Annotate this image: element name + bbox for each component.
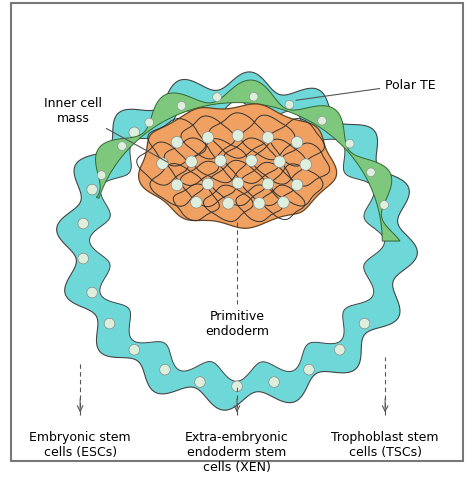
Circle shape [262, 179, 274, 191]
Circle shape [334, 345, 345, 355]
Circle shape [222, 198, 234, 210]
Text: Embryonic stem
cells (ESCs): Embryonic stem cells (ESCs) [29, 430, 131, 458]
Circle shape [269, 377, 279, 387]
Circle shape [232, 178, 244, 190]
Circle shape [78, 254, 89, 264]
Circle shape [171, 180, 183, 192]
Circle shape [118, 143, 127, 151]
Circle shape [278, 197, 289, 209]
Circle shape [274, 156, 285, 168]
Circle shape [262, 132, 274, 144]
Polygon shape [138, 105, 337, 229]
Circle shape [156, 158, 168, 170]
Polygon shape [57, 73, 417, 410]
Circle shape [232, 381, 242, 392]
Circle shape [285, 101, 294, 110]
Circle shape [78, 219, 89, 229]
Circle shape [246, 156, 257, 167]
Circle shape [202, 132, 214, 144]
Circle shape [87, 185, 98, 195]
Circle shape [129, 345, 140, 355]
Circle shape [215, 156, 227, 167]
Circle shape [160, 365, 170, 375]
Circle shape [366, 168, 375, 177]
Circle shape [291, 137, 303, 149]
Circle shape [129, 128, 140, 138]
Circle shape [254, 198, 265, 210]
Polygon shape [90, 102, 384, 382]
Circle shape [318, 117, 327, 126]
Circle shape [104, 154, 115, 165]
Circle shape [304, 365, 314, 375]
Circle shape [104, 319, 115, 329]
Circle shape [171, 137, 183, 149]
Circle shape [249, 93, 258, 102]
Circle shape [359, 319, 370, 329]
Text: Extra-embryonic
endoderm stem
cells (XEN): Extra-embryonic endoderm stem cells (XEN… [185, 430, 289, 473]
Circle shape [232, 131, 244, 142]
Circle shape [213, 94, 221, 102]
Circle shape [186, 156, 197, 168]
Text: Polar TE: Polar TE [296, 79, 436, 101]
Circle shape [97, 171, 106, 180]
Circle shape [300, 159, 311, 171]
Text: Primitive
endoderm: Primitive endoderm [205, 309, 269, 337]
Circle shape [195, 377, 205, 387]
Circle shape [346, 140, 354, 149]
Circle shape [291, 180, 303, 192]
Text: Inner cell
mass: Inner cell mass [45, 97, 168, 163]
Circle shape [177, 102, 186, 111]
Circle shape [380, 201, 389, 210]
Text: Trophoblast stem
cells (TSCs): Trophoblast stem cells (TSCs) [331, 430, 439, 458]
Circle shape [191, 197, 202, 209]
Circle shape [202, 179, 214, 191]
Circle shape [145, 119, 154, 128]
Circle shape [87, 288, 98, 298]
Polygon shape [96, 81, 400, 241]
